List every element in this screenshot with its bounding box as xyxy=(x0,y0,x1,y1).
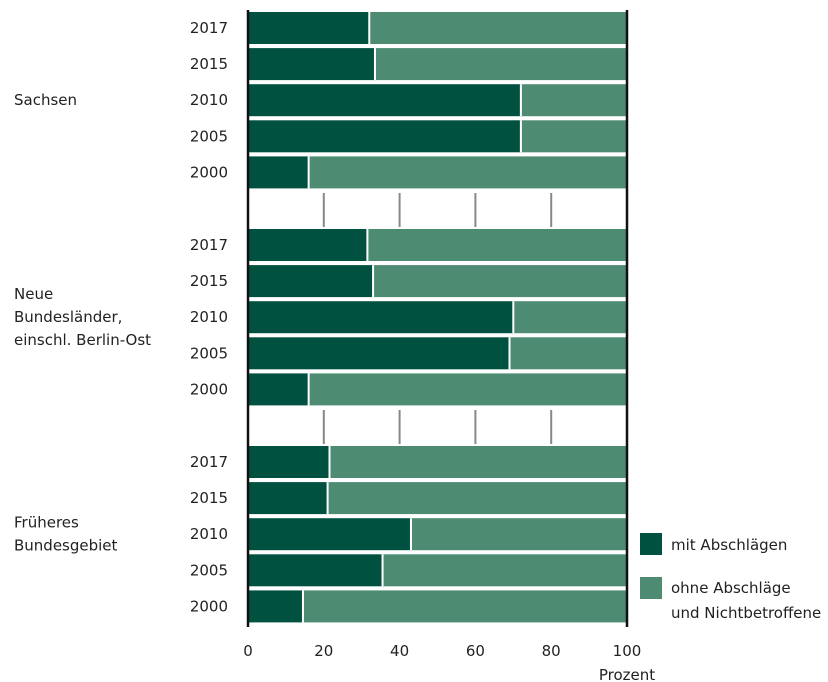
bar-ohne-abschlaege xyxy=(520,84,627,117)
x-tick-label: 80 xyxy=(542,642,561,660)
year-label: 2017 xyxy=(190,19,228,37)
legend-label-mit: mit Abschlägen xyxy=(671,536,787,554)
bar-ohne-abschlaege xyxy=(308,373,627,406)
bar-mit-abschlaegen xyxy=(248,373,309,406)
bar-mit-abschlaegen xyxy=(248,446,330,478)
group-label: Bundesgebiet xyxy=(14,537,118,555)
bar-mit-abschlaegen xyxy=(248,518,411,551)
bar-ohne-abschlaege xyxy=(509,337,627,370)
bar-mit-abschlaegen xyxy=(248,265,374,298)
year-label: 2000 xyxy=(190,380,228,398)
year-label: 2005 xyxy=(190,344,228,362)
x-axis-label: Prozent xyxy=(599,666,655,682)
bar-mit-abschlaegen xyxy=(248,229,368,261)
year-label: 2005 xyxy=(190,127,228,145)
x-tick-label: 20 xyxy=(314,642,333,660)
bar-mit-abschlaegen xyxy=(248,301,514,334)
year-label: 2015 xyxy=(190,272,228,290)
bar-ohne-abschlaege xyxy=(410,518,627,551)
bar-ohne-abschlaege xyxy=(329,446,627,478)
year-label: 2017 xyxy=(190,236,228,254)
legend-swatch-ohne xyxy=(640,577,662,599)
legend-swatch-mit xyxy=(640,533,662,555)
x-tick-label: 0 xyxy=(243,642,253,660)
x-tick-label: 100 xyxy=(613,642,642,660)
bar-mit-abschlaegen xyxy=(248,156,309,189)
bar-mit-abschlaegen xyxy=(248,590,303,623)
bar-ohne-abschlaege xyxy=(520,120,627,153)
year-label: 2010 xyxy=(190,91,228,109)
legend-label-ohne: ohne Abschläge xyxy=(671,579,791,597)
year-label: 2005 xyxy=(190,561,228,579)
bar-ohne-abschlaege xyxy=(302,590,627,623)
year-label: 2010 xyxy=(190,308,228,326)
bar-ohne-abschlaege xyxy=(327,482,627,515)
year-label: 2015 xyxy=(190,55,228,73)
group-label: Sachsen xyxy=(14,91,77,109)
bar-ohne-abschlaege xyxy=(382,554,627,587)
bar-ohne-abschlaege xyxy=(374,48,627,81)
bar-ohne-abschlaege xyxy=(308,156,627,189)
bar-mit-abschlaegen xyxy=(248,12,370,44)
bar-ohne-abschlaege xyxy=(513,301,627,334)
bar-mit-abschlaegen xyxy=(248,482,328,515)
bar-ohne-abschlaege xyxy=(369,12,627,44)
group-label: Neue xyxy=(14,285,53,303)
legend-label-ohne: und Nichtbetroffene xyxy=(671,604,821,622)
bar-mit-abschlaegen xyxy=(248,120,521,153)
group-label: Bundesländer, xyxy=(14,308,122,326)
year-label: 2000 xyxy=(190,163,228,181)
year-label: 2010 xyxy=(190,525,228,543)
bar-mit-abschlaegen xyxy=(248,337,510,370)
bar-mit-abschlaegen xyxy=(248,84,521,117)
year-label: 2000 xyxy=(190,597,228,615)
bar-ohne-abschlaege xyxy=(373,265,627,298)
group-label: Früheres xyxy=(14,514,79,532)
x-tick-label: 60 xyxy=(466,642,485,660)
x-tick-label: 40 xyxy=(390,642,409,660)
group-label: einschl. Berlin-Ost xyxy=(14,331,151,349)
year-label: 2015 xyxy=(190,489,228,507)
bar-mit-abschlaegen xyxy=(248,554,383,587)
bar-ohne-abschlaege xyxy=(367,229,627,261)
bar-mit-abschlaegen xyxy=(248,48,375,81)
year-label: 2017 xyxy=(190,453,228,471)
